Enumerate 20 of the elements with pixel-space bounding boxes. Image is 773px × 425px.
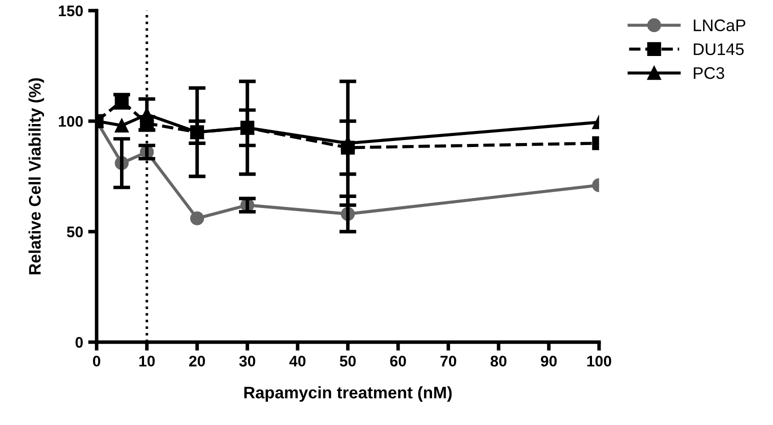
x-tick-label: 90	[540, 356, 557, 367]
x-tick-label: 20	[189, 356, 205, 367]
x-tick-label: 100	[587, 356, 612, 367]
y-tick-label: 0	[76, 336, 83, 348]
y-tick-label: 150	[58, 5, 83, 16]
x-tick-label: 60	[390, 356, 406, 367]
x-tick-label: 40	[289, 356, 306, 367]
y-axis-title: Relative Cell Viability (%)	[28, 78, 44, 274]
x-tick-label: 50	[340, 356, 356, 367]
legend-label: DU145	[694, 43, 744, 56]
y-tick-label: 100	[58, 116, 83, 127]
x-tick-label: 80	[490, 356, 506, 367]
x-axis-title: Rapamycin treatment (nM)	[244, 386, 452, 402]
legend-label: PC3	[694, 67, 724, 79]
x-tick-label: 0	[92, 356, 100, 367]
y-tick-label: 50	[66, 226, 83, 238]
x-tick-label: 10	[139, 356, 155, 367]
x-tick-label: 30	[239, 356, 256, 367]
legend-label: LNCaP	[694, 19, 746, 32]
x-tick-label: 70	[440, 356, 456, 367]
